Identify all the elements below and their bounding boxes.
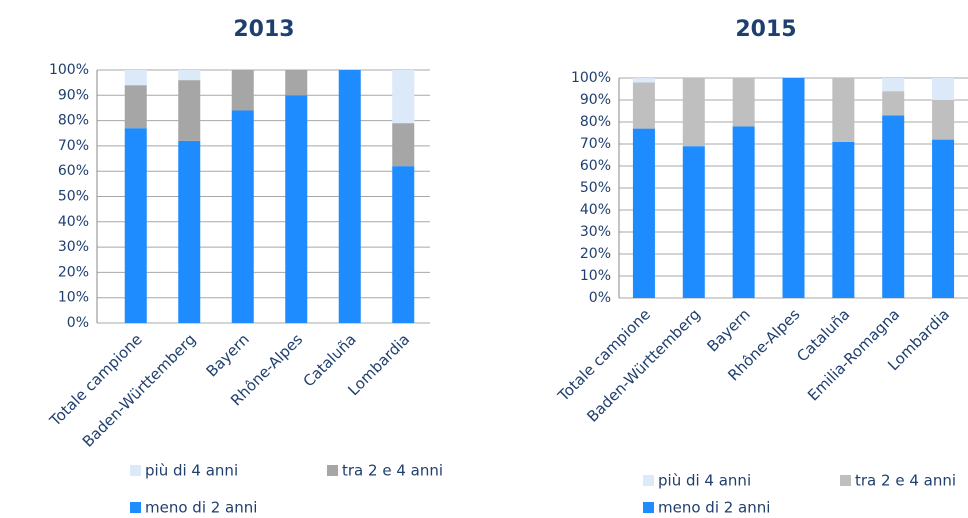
y-tick-label: 30% [58, 239, 89, 255]
bar-segment [392, 123, 415, 167]
y-tick-label: 40% [580, 202, 611, 218]
bar-segment [732, 126, 755, 299]
bar-segment [682, 146, 705, 298]
bar-segment [782, 78, 805, 298]
legend-swatch [643, 502, 654, 513]
x-tick-label: Totale campione [46, 330, 146, 430]
x-tick-label: Emilia-Romagna [804, 305, 903, 404]
bar-segment [178, 140, 201, 323]
y-tick-label: 0% [67, 315, 89, 331]
chart-title: 2015 [735, 17, 796, 42]
bar-segment [392, 166, 415, 323]
y-tick-label: 0% [589, 290, 611, 306]
bar-segment [632, 128, 655, 298]
y-tick-label: 80% [580, 114, 611, 130]
bar-segment [932, 100, 955, 140]
bar-segment [632, 82, 655, 129]
y-tick-label: 90% [58, 87, 89, 103]
bar-segment [882, 91, 905, 116]
bar-segment [178, 70, 201, 81]
bar-segment [392, 70, 415, 124]
bar-segment [231, 110, 254, 323]
bar-segment [832, 141, 855, 298]
bar-segment [124, 70, 147, 86]
y-tick-label: 50% [58, 189, 89, 205]
bar-segment [932, 139, 955, 298]
bar-segment [124, 128, 147, 323]
y-tick-label: 80% [58, 113, 89, 129]
y-tick-label: 100% [571, 70, 611, 86]
legend-label: più di 4 anni [658, 472, 751, 490]
legend-swatch [130, 465, 141, 476]
y-tick-label: 20% [580, 246, 611, 262]
bar-segment [285, 70, 308, 96]
bar-segment [285, 95, 308, 323]
legend-label: tra 2 e 4 anni [855, 472, 956, 490]
bar-segment [124, 85, 147, 129]
y-tick-label: 60% [580, 158, 611, 174]
y-tick-label: 30% [580, 224, 611, 240]
y-tick-label: 60% [58, 163, 89, 179]
legend-swatch [327, 465, 338, 476]
y-tick-label: 70% [580, 136, 611, 152]
bar-segment [338, 70, 361, 323]
y-tick-label: 10% [58, 290, 89, 306]
bar-segment [632, 78, 655, 83]
bar-segment [882, 115, 905, 299]
legend-swatch [643, 475, 654, 486]
legend-swatch [840, 475, 851, 486]
y-tick-label: 70% [58, 138, 89, 154]
x-tick-label: Bayern [203, 330, 253, 380]
bar-segment [932, 78, 955, 100]
bar-segment [732, 78, 755, 127]
chart-title: 2013 [233, 17, 294, 42]
y-tick-label: 40% [58, 214, 89, 230]
bar-segment [832, 78, 855, 142]
legend-swatch [130, 502, 141, 513]
y-tick-label: 20% [58, 264, 89, 280]
legend-label: meno di 2 anni [145, 499, 257, 517]
bar-segment [682, 78, 705, 147]
legend-label: più di 4 anni [145, 462, 238, 480]
bar-segment [178, 80, 201, 141]
x-tick-label: Bayern [703, 305, 753, 355]
y-tick-label: 50% [580, 180, 611, 196]
x-tick-label: Totale campione [554, 305, 654, 405]
y-tick-label: 100% [49, 62, 89, 78]
y-tick-label: 90% [580, 92, 611, 108]
bar-segment [231, 70, 254, 111]
legend-label: tra 2 e 4 anni [342, 462, 443, 480]
bar-segment [882, 78, 905, 92]
y-tick-label: 10% [580, 268, 611, 284]
legend-label: meno di 2 anni [658, 499, 770, 517]
